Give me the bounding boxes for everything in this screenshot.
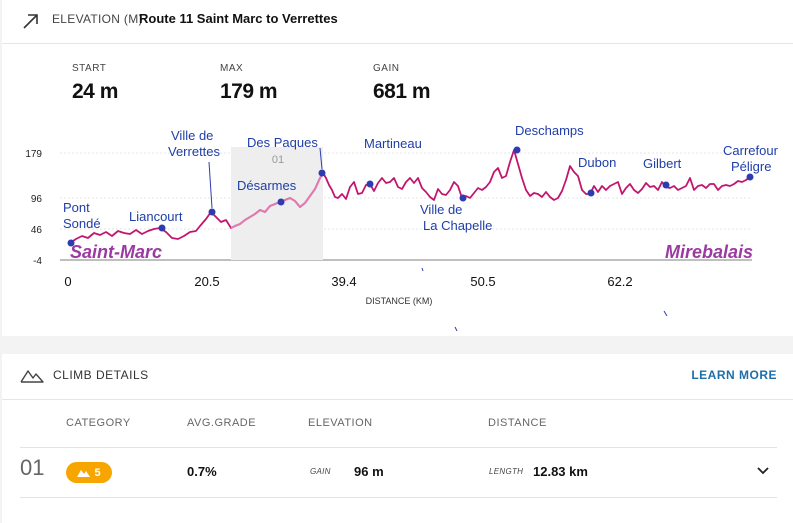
label-liancourt: Liancourt	[129, 209, 183, 224]
x-tick-20-5: 20.5	[194, 274, 219, 289]
climb-details-title: CLIMB DETAILS	[53, 368, 149, 382]
route-title: Route 11 Saint Marc to Verrettes	[139, 11, 338, 26]
category-badge: 5	[66, 462, 112, 483]
label-verrettes: Ville de Verrettes	[168, 128, 221, 159]
label-desarmes: Désarmes	[237, 178, 297, 193]
marker-pont-sonde[interactable]	[67, 239, 75, 247]
climb-segment-line[interactable]	[230, 172, 324, 229]
x-axis-label: DISTANCE (KM)	[366, 296, 433, 306]
label-la-chapelle: Ville de La Chapelle	[420, 202, 492, 233]
col-category: CATEGORY	[66, 417, 131, 429]
end-town-label: Mirebalais	[665, 242, 753, 262]
stat-start-label: START	[72, 63, 107, 74]
elevation-label: ELEVATION (M)	[52, 12, 143, 26]
stat-gain-label: GAIN	[373, 63, 400, 74]
chevron-down-icon[interactable]	[756, 466, 770, 476]
gain-value: 96 m	[354, 464, 384, 479]
y-tick-96: 96	[31, 194, 43, 205]
learn-more-link[interactable]: LEARN MORE	[691, 368, 777, 382]
stat-max-label: MAX	[220, 63, 244, 74]
leader-des-paques	[319, 147, 323, 170]
avg-grade-value: 0.7%	[187, 464, 217, 479]
x-tick-50-5: 50.5	[470, 274, 495, 289]
mountain-badge-icon	[77, 470, 91, 477]
label-des-paques: Des Paques	[247, 135, 318, 150]
place-markers	[67, 146, 754, 247]
row-divider-bottom	[20, 497, 777, 498]
label-dubon: Dubon	[578, 155, 616, 170]
elevation-panel: ELEVATION (M) Route 11 Saint Marc to Ver…	[2, 0, 793, 336]
y-tick-neg4: -4	[33, 256, 42, 267]
climb-number: 01	[20, 455, 45, 480]
leader-verrettes	[208, 161, 213, 209]
climb-marker-01: 01	[272, 154, 284, 166]
label-gilbert: Gilbert	[643, 156, 682, 171]
length-value: 12.83 km	[533, 464, 588, 479]
y-tick-179: 179	[25, 149, 42, 160]
category-value: 5	[94, 466, 101, 479]
stat-max-value: 179 m	[220, 80, 278, 103]
start-town-label: Saint-Marc	[70, 242, 162, 262]
length-sub-label: LENGTH	[489, 467, 524, 476]
marker-liancourt[interactable]	[158, 224, 166, 232]
tick-mark-a	[421, 267, 424, 272]
y-tick-46: 46	[31, 225, 43, 236]
marker-verrettes[interactable]	[208, 208, 216, 216]
elevation-profile-line	[69, 149, 751, 244]
marker-martineau[interactable]	[366, 180, 374, 188]
marker-dubon[interactable]	[587, 189, 595, 197]
stat-start-value: 24 m	[72, 80, 118, 103]
climb-header: CLIMB DETAILS LEARN MORE	[2, 354, 793, 400]
label-carrefour: Carrefour Péligre	[723, 143, 779, 174]
expand-arrow-icon[interactable]	[20, 10, 42, 32]
col-avg-grade: AVG.GRADE	[187, 417, 257, 429]
x-tick-62-2: 62.2	[607, 274, 632, 289]
marker-gilbert[interactable]	[662, 181, 670, 189]
climb-details-panel: CLIMB DETAILS LEARN MORE CATEGORY AVG.GR…	[2, 354, 793, 523]
marker-des-paques[interactable]	[318, 169, 326, 177]
elevation-chart: 01 179 96 46 -4 Pont Sond	[25, 123, 779, 332]
marker-carrefour-peligre[interactable]	[746, 173, 754, 181]
label-deschamps: Deschamps	[515, 123, 584, 138]
label-martineau: Martineau	[364, 136, 422, 151]
tick-mark-c	[663, 310, 668, 317]
marker-deschamps[interactable]	[513, 146, 521, 154]
stat-gain-value: 681 m	[373, 80, 431, 103]
mountain-icon	[20, 370, 44, 383]
label-pont: Pont Sondé	[63, 200, 101, 231]
marker-la-chapelle[interactable]	[459, 194, 467, 202]
row-divider-top	[20, 447, 777, 448]
marker-desarmes[interactable]	[277, 198, 285, 206]
elevation-header: ELEVATION (M) Route 11 Saint Marc to Ver…	[2, 0, 793, 44]
col-elevation: ELEVATION	[308, 417, 373, 429]
x-tick-39-4: 39.4	[331, 274, 356, 289]
col-distance: DISTANCE	[488, 417, 547, 429]
gain-sub-label: GAIN	[310, 467, 331, 476]
tick-mark-b	[454, 326, 458, 332]
x-tick-0: 0	[64, 274, 71, 289]
